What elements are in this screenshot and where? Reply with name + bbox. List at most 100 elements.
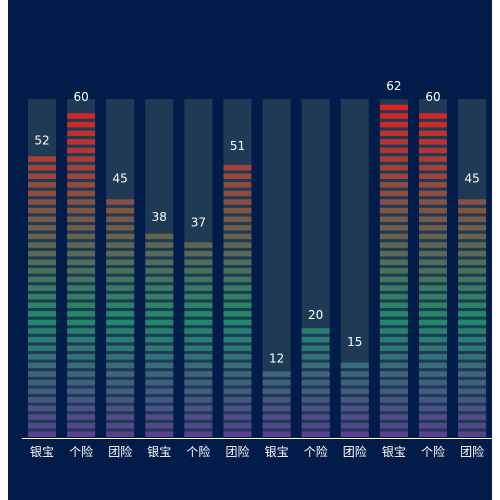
bar-segment bbox=[379, 397, 408, 403]
bar-segment bbox=[223, 199, 252, 205]
bar-segment bbox=[28, 422, 56, 429]
bar-segment bbox=[223, 259, 252, 265]
bar-segment bbox=[223, 397, 252, 403]
bar-track bbox=[184, 99, 213, 437]
bar-segment bbox=[419, 302, 447, 308]
bar-segment bbox=[379, 233, 408, 240]
bar-segment bbox=[340, 371, 369, 377]
bar-segment bbox=[419, 371, 447, 377]
bar-segment bbox=[106, 268, 135, 274]
bar-segment bbox=[67, 139, 96, 145]
chart-frame: 52 60 45 38 37 51 12 20 15 62 60 45 银宝 个险 团险 银宝 个险 团险 银宝个… bbox=[8, 0, 492, 500]
bar-segment bbox=[67, 431, 96, 437]
bar-segment bbox=[458, 388, 487, 394]
bar-segment bbox=[106, 328, 135, 334]
bar-segment bbox=[184, 345, 213, 351]
bar-segment bbox=[379, 362, 408, 369]
bar-segment bbox=[379, 164, 408, 171]
bar-segment bbox=[145, 414, 174, 420]
bar-segment bbox=[340, 388, 369, 394]
bar-segment bbox=[458, 216, 487, 222]
bar-segment bbox=[67, 422, 96, 429]
bar-segment bbox=[379, 268, 408, 274]
bar-segment bbox=[67, 302, 96, 308]
bar-segment bbox=[379, 250, 408, 257]
bar-segment bbox=[67, 311, 96, 317]
bar-segment bbox=[106, 242, 135, 248]
bar-segment bbox=[106, 225, 135, 231]
value-labels: 52 60 45 38 37 51 12 20 15 62 60 45 bbox=[34, 79, 479, 366]
bar-segment bbox=[419, 173, 447, 179]
bar-segment bbox=[67, 225, 96, 231]
bar-segment bbox=[145, 362, 174, 369]
bar-segment bbox=[458, 293, 487, 300]
bar-segment bbox=[106, 414, 135, 420]
bar-segment bbox=[28, 276, 56, 283]
bar-segment bbox=[458, 259, 487, 265]
bar-segment bbox=[458, 362, 487, 369]
bar-segment bbox=[184, 302, 213, 308]
bar-segment bbox=[301, 354, 330, 360]
bar-tracks bbox=[28, 99, 487, 437]
bar-segment bbox=[106, 336, 135, 343]
bar-segment bbox=[458, 268, 487, 274]
bar-segment bbox=[145, 336, 174, 343]
bar-segment bbox=[67, 371, 96, 377]
bar-segment bbox=[145, 354, 174, 360]
bar-segment bbox=[301, 336, 330, 343]
bar-segment bbox=[184, 414, 213, 420]
bar-segment bbox=[379, 276, 408, 283]
bar-segment bbox=[106, 259, 135, 265]
bar-segment bbox=[379, 199, 408, 205]
bar-segment bbox=[340, 397, 369, 403]
bar-segment bbox=[379, 207, 408, 214]
bar-segment bbox=[458, 199, 487, 205]
bar-segment bbox=[223, 311, 252, 317]
bar-segment bbox=[379, 388, 408, 394]
bar-segment bbox=[106, 431, 135, 437]
bar-segment bbox=[379, 242, 408, 248]
bar bbox=[262, 371, 291, 437]
bar-segment bbox=[223, 207, 252, 214]
bar-segment bbox=[223, 268, 252, 274]
bar-segment bbox=[419, 156, 447, 162]
data-label: 60 bbox=[425, 90, 440, 104]
bar-segment bbox=[458, 397, 487, 403]
bar-segment bbox=[340, 379, 369, 386]
bar-segment bbox=[458, 336, 487, 343]
bar-segment bbox=[28, 345, 56, 351]
x-tick-label: 个险 bbox=[304, 444, 328, 459]
bar-segment bbox=[106, 319, 135, 326]
bar-segment bbox=[458, 207, 487, 214]
bar-segment bbox=[340, 414, 369, 420]
bar-segment bbox=[223, 225, 252, 231]
bar-track bbox=[145, 99, 174, 437]
bar-track bbox=[106, 99, 135, 437]
bar-segment bbox=[379, 431, 408, 437]
bar-segment bbox=[419, 147, 447, 154]
bar-segment bbox=[419, 362, 447, 369]
bar-segment bbox=[223, 293, 252, 300]
bar-segment bbox=[379, 302, 408, 308]
bar-segment bbox=[145, 328, 174, 334]
bar-segment bbox=[28, 362, 56, 369]
bar bbox=[223, 164, 252, 437]
bar bbox=[145, 233, 174, 437]
bar-segment bbox=[419, 250, 447, 257]
bar-segment bbox=[106, 388, 135, 394]
bar-segment bbox=[419, 182, 447, 188]
bar-segment bbox=[379, 173, 408, 179]
bar-segment bbox=[419, 311, 447, 317]
bar-segment bbox=[419, 276, 447, 283]
bar-segment bbox=[458, 311, 487, 317]
bar-segment bbox=[379, 156, 408, 162]
bar-segment bbox=[145, 405, 174, 412]
bar-segment bbox=[379, 147, 408, 154]
bar-segment bbox=[419, 139, 447, 145]
bar-track bbox=[340, 99, 369, 437]
bar-segment bbox=[28, 242, 56, 248]
bar-segment bbox=[184, 422, 213, 429]
bar-segment bbox=[145, 259, 174, 265]
bar-segment bbox=[67, 190, 96, 197]
bar bbox=[28, 156, 56, 437]
